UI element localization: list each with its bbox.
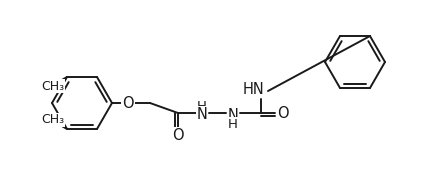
Text: HN: HN (243, 82, 265, 96)
Text: N: N (197, 107, 208, 121)
Text: H: H (228, 117, 238, 130)
Text: N: N (227, 108, 238, 122)
Text: O: O (172, 128, 184, 142)
Text: CH₃: CH₃ (41, 79, 65, 92)
Text: O: O (122, 96, 134, 111)
Text: H: H (197, 100, 207, 112)
Text: CH₃: CH₃ (41, 113, 65, 126)
Text: O: O (277, 105, 289, 121)
